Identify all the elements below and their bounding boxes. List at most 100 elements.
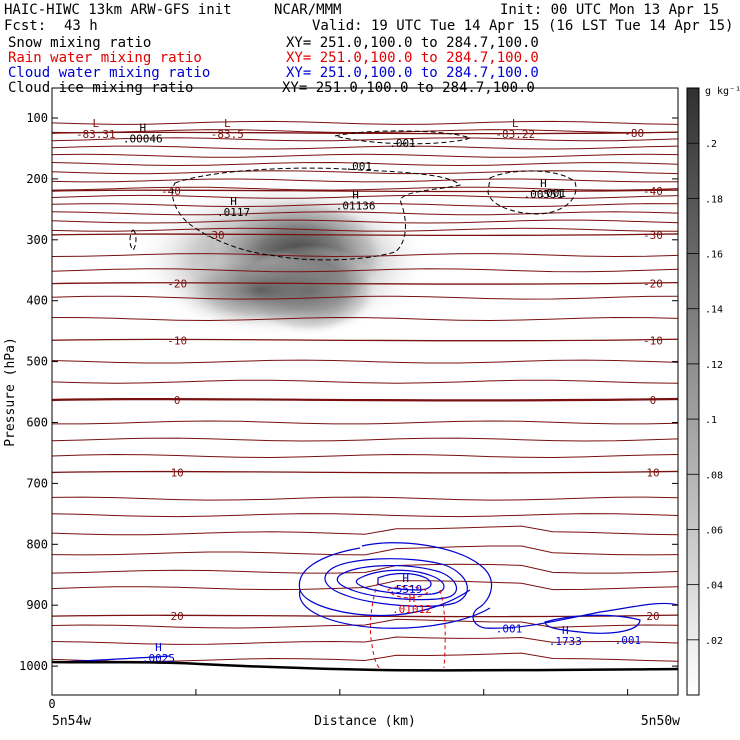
temperature-contour-label-right: 0 xyxy=(650,394,657,407)
extremum-marker: L xyxy=(93,117,100,130)
temperature-contour-line xyxy=(52,437,678,442)
chart-annotations: L-83.31L-83.5L-83.22H.00046H.0117H.01136… xyxy=(76,117,641,665)
temperature-contour-label: 20 xyxy=(171,610,184,623)
contour-value-label: .001 xyxy=(389,137,416,150)
plot-frame xyxy=(51,87,679,696)
field-rain-xy: XY= 251.0,100.0 to 284.7,100.0 xyxy=(286,50,539,66)
temperature-contour-10 xyxy=(52,470,678,474)
x-tick-label-zero: 0 xyxy=(48,697,55,711)
temperature-contour-line xyxy=(52,194,678,199)
extremum-value: .01136 xyxy=(336,199,376,212)
temperature-contour-line xyxy=(52,268,678,273)
extremum-value: .00551 xyxy=(524,188,564,201)
colorbar-tick-label: .08 xyxy=(705,470,723,481)
extremum-marker: H xyxy=(402,572,409,585)
temperature-contour-line xyxy=(52,563,678,574)
extremum-value: .5519 xyxy=(389,583,422,596)
x-endpoint-left: 5n54w xyxy=(52,714,91,729)
extremum-value: -83.31 xyxy=(76,128,116,141)
extremum-marker: L xyxy=(512,117,519,130)
y-tick-label: 500 xyxy=(26,355,48,369)
temperature-contours xyxy=(52,120,678,663)
temperature-contour-line xyxy=(52,211,678,216)
temperature-contour-line xyxy=(52,170,678,175)
field-cloudwater-xy: XY= 251.0,100.0 to 284.7,100.0 xyxy=(286,65,539,81)
valid-time: Valid: 19 UTC Tue 14 Apr 15 (16 LST Tue … xyxy=(312,18,734,34)
temperature-contour-line xyxy=(52,453,678,459)
temperature-contour-label: -30 xyxy=(205,229,225,242)
forecast-label: Fcst: xyxy=(4,18,47,34)
extremum-marker: H xyxy=(155,641,162,654)
field-snow-xy: XY= 251.0,100.0 to 284.7,100.0 xyxy=(286,35,539,51)
y-tick-label: 200 xyxy=(26,172,48,186)
temperature-contour-line xyxy=(52,178,678,183)
field-cloudwater-name: Cloud water mixing ratio xyxy=(8,65,211,81)
temperature-contour-label-right: -20 xyxy=(643,278,663,291)
extremum-marker: L xyxy=(224,117,231,130)
y-tick-label: 600 xyxy=(26,416,48,430)
temperature-contour-line xyxy=(52,145,678,150)
temperature-contour-line xyxy=(52,525,678,536)
temperature-contour-line xyxy=(52,379,678,384)
temperature-contour-label: -10 xyxy=(167,334,187,347)
extremum-value: .00046 xyxy=(123,132,163,145)
temperature-contour-line xyxy=(52,253,678,258)
temperature-contour-label-right: -10 xyxy=(643,334,663,347)
temperature-contour-line xyxy=(52,129,678,134)
temperature-contour--40 xyxy=(52,189,678,193)
temperature-contour-label: 0 xyxy=(174,394,181,407)
colorbar-tick-label: .18 xyxy=(705,194,723,205)
extremum-marker: H xyxy=(352,188,359,201)
y-axis-title: Pressure (hPa) xyxy=(3,337,18,447)
temperature-contour-line xyxy=(52,420,678,425)
field-rain-name: Rain water mixing ratio xyxy=(8,50,202,66)
y-tick-label: 400 xyxy=(26,294,48,308)
colorbar-tick-label: .12 xyxy=(705,360,723,371)
temperature-contour-line xyxy=(52,153,678,158)
snow-mixing-ratio-shading xyxy=(132,180,432,340)
y-tick-label: 300 xyxy=(26,233,48,247)
extremum-value: -83.5 xyxy=(211,128,244,141)
y-tick-label: 1000 xyxy=(19,659,48,673)
extremum-value: .1733 xyxy=(549,635,582,648)
colorbar-tick-label: .06 xyxy=(705,525,723,536)
y-tick-label: 700 xyxy=(26,476,48,490)
contour-value-label: .001 xyxy=(345,160,372,173)
init-time: Init: 00 UTC Mon 13 Apr 15 xyxy=(500,2,720,18)
org-label: NCAR/MMM xyxy=(274,2,342,18)
y-tick-label: 100 xyxy=(26,111,48,125)
temperature-contour--20 xyxy=(52,281,678,285)
contour-value-label: .001 xyxy=(496,622,523,635)
temperature-contour-line xyxy=(52,545,678,556)
temperature-contour-line xyxy=(52,618,678,629)
colorbar-tick-label: .1 xyxy=(705,415,717,426)
temperature-contour-label-right: -40 xyxy=(643,185,663,198)
temperature-contour-label: -40 xyxy=(161,185,181,198)
colorbar-tick-label: .04 xyxy=(705,581,723,592)
colorbar-tick-label: .02 xyxy=(705,636,723,647)
temperature-contour-line xyxy=(52,496,678,501)
x-endpoint-right: 5n50w xyxy=(641,714,680,729)
extremum-marker: H xyxy=(139,121,146,134)
temperature-contour-line xyxy=(52,316,678,322)
forecast-hours: 43 h xyxy=(64,18,98,34)
y-tick-label: 900 xyxy=(26,598,48,612)
temperature-contour-line xyxy=(52,137,678,142)
x-axis xyxy=(51,689,629,695)
temperature-contour-line xyxy=(52,295,678,300)
colorbar-gradient xyxy=(686,87,700,696)
temperature-contour-line xyxy=(52,161,678,167)
temperature-contour-line xyxy=(52,120,678,125)
field-snow-name: Snow mixing ratio xyxy=(8,35,152,51)
colorbar-tick-label: .16 xyxy=(705,250,723,261)
colorbar-unit: g kg⁻¹ xyxy=(705,86,740,97)
temperature-contour-label: -20 xyxy=(167,278,187,291)
temperature-contour-label: 10 xyxy=(171,466,184,479)
y-tick-label: 800 xyxy=(26,537,48,551)
temperature-contour--30 xyxy=(52,233,678,237)
extremum-value: .0025 xyxy=(142,652,175,665)
temperature-contour-label: -80 xyxy=(624,127,644,140)
temperature-contour-line xyxy=(52,636,678,645)
colorbar-tick-label: .2 xyxy=(705,139,717,150)
extremum-marker: H xyxy=(562,624,569,637)
